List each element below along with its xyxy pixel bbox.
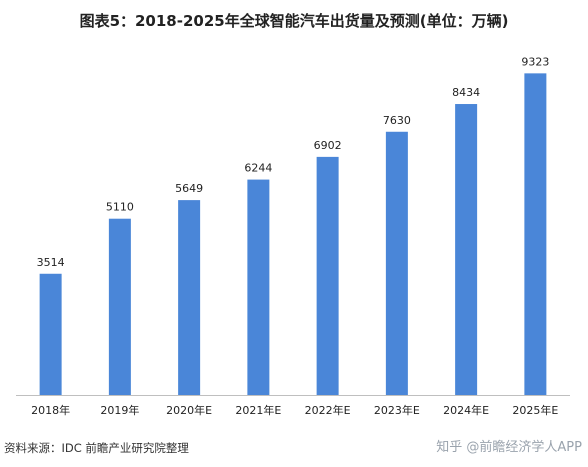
value-label-3: 6244 [244,162,272,175]
watermark: 知乎 @前瞻经济学人APP [436,440,582,455]
bar-4 [316,156,339,395]
value-label-5: 7630 [383,114,411,127]
category-label-group: 2018年 2019年 2020年E 2021年E 2022年E 2023年E 2024年E… [31,403,558,417]
chart-title: 图表5：2018-2025年全球智能汽车出货量及预测(单位：万辆) [79,12,509,30]
category-label-2: 2020年E [166,403,212,417]
bar-5 [385,131,408,395]
category-label-6: 2024年E [443,403,489,417]
bar-1 [108,218,131,395]
category-label-4: 2022年E [305,403,351,417]
value-label-2: 5649 [175,182,203,195]
value-label-4: 6902 [314,139,342,152]
value-label-7: 9323 [521,55,549,68]
category-label-5: 2023年E [374,403,420,417]
bar-2 [178,200,201,395]
bar-7 [524,73,547,395]
value-label-0: 3514 [37,256,65,269]
bar-6 [455,104,478,395]
value-label-6: 8434 [452,86,480,99]
category-label-0: 2018年 [31,403,70,417]
bar-3 [247,179,270,395]
source-note: 资料来源：IDC 前瞻产业研究院整理 [4,441,189,455]
value-label-1: 5110 [106,201,134,214]
category-label-3: 2021年E [235,403,281,417]
category-label-1: 2019年 [100,403,139,417]
bar-0 [39,273,62,395]
bar-group [39,73,547,395]
category-label-7: 2025年E [512,403,558,417]
value-label-group: 3514 5110 5649 6244 6902 7630 8434 9323 [37,55,550,268]
